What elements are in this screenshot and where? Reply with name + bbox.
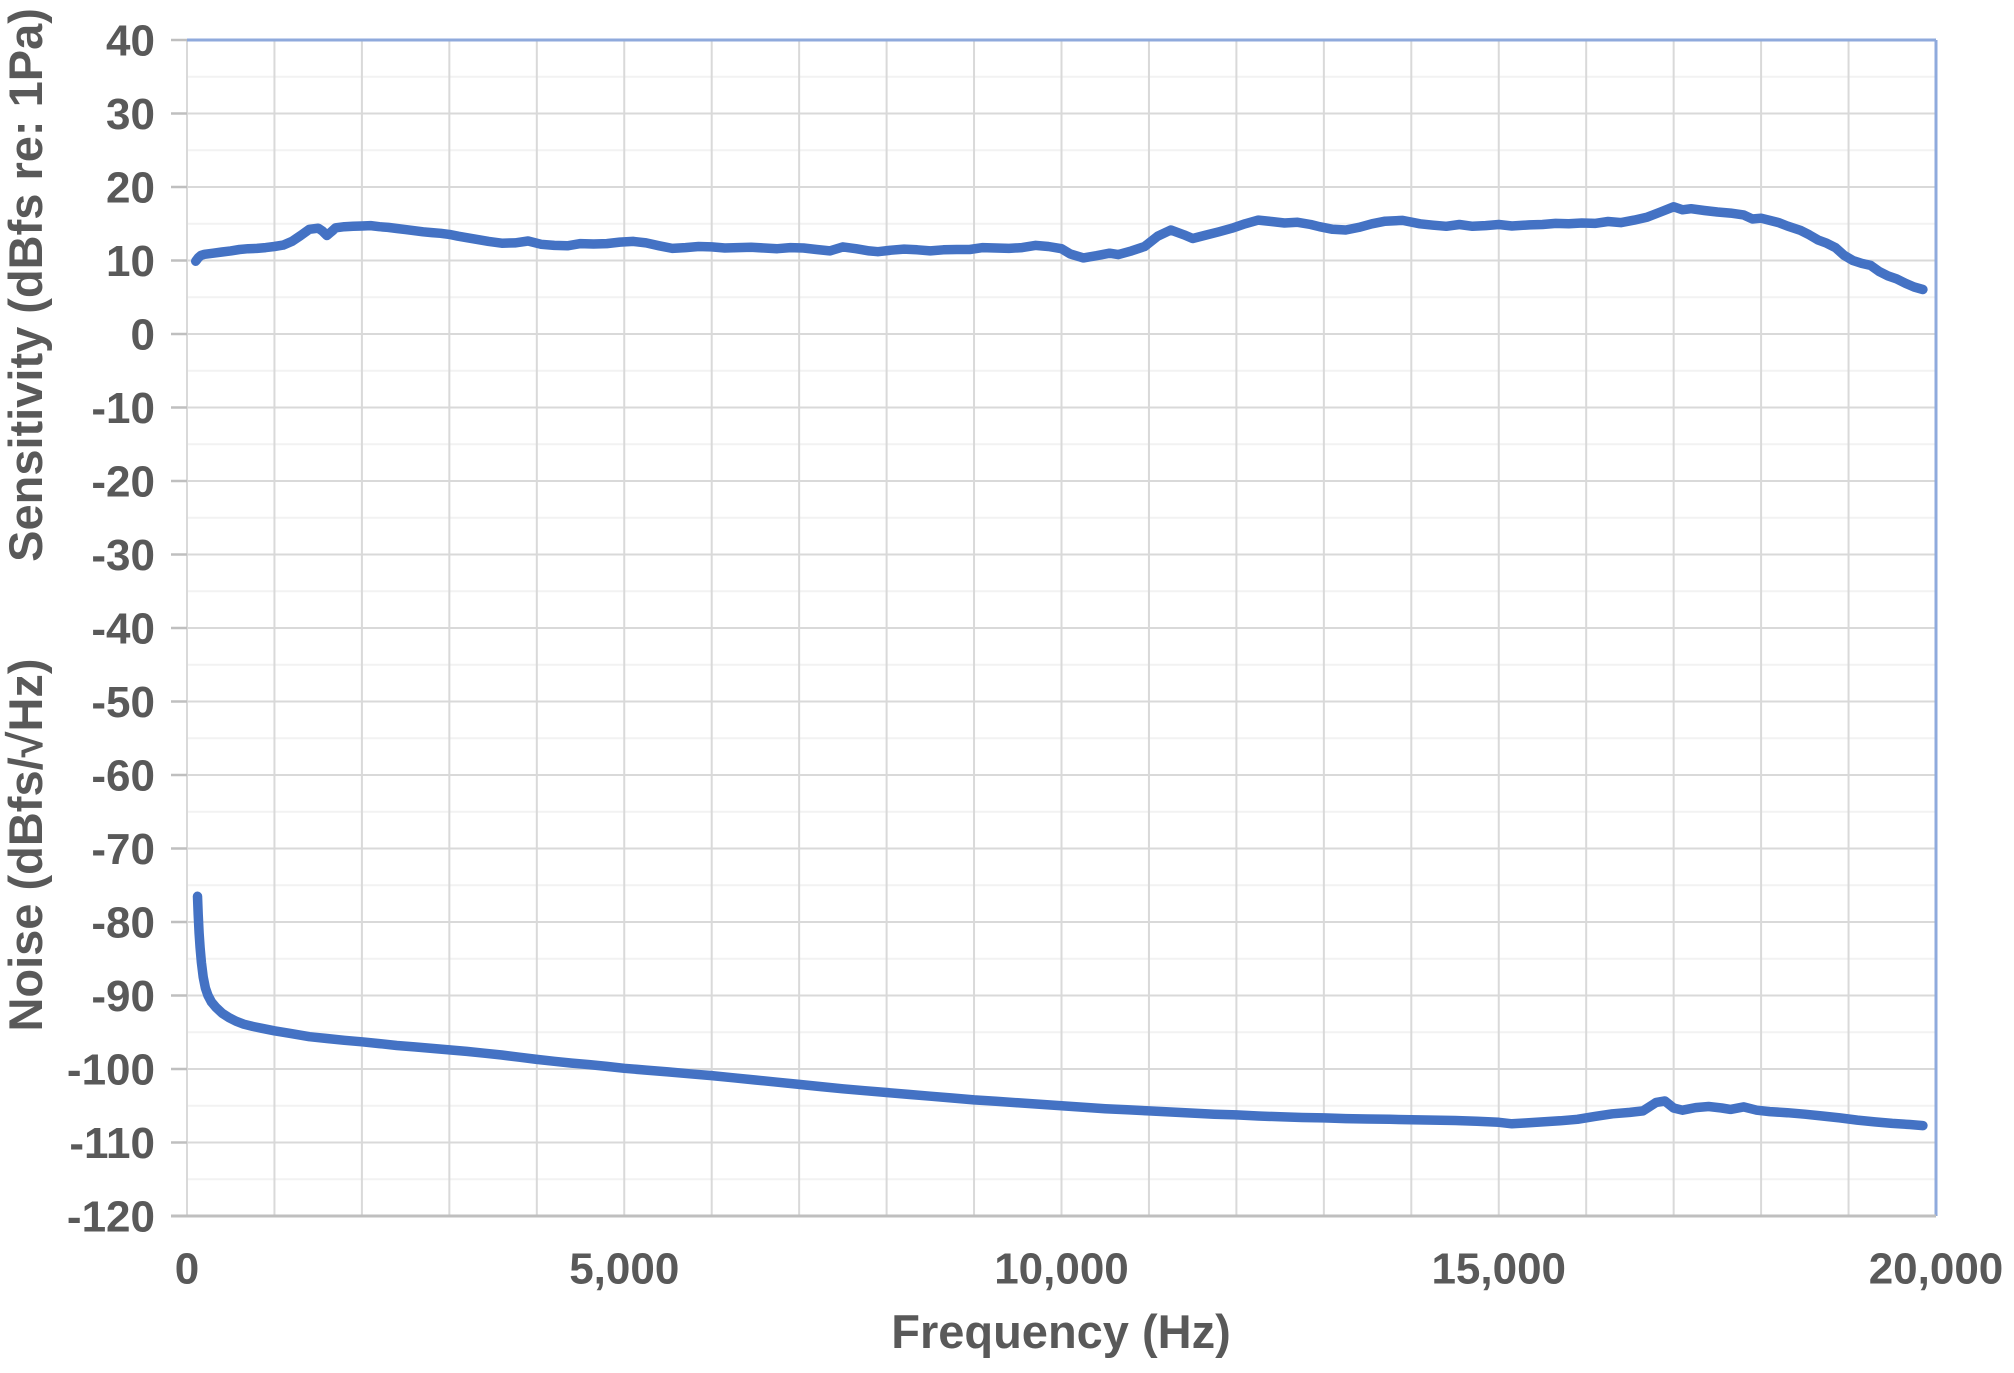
- y-tick-label: 10: [106, 237, 155, 286]
- y-axis-title-noise: Noise (dBfs/√Hz): [0, 658, 52, 1031]
- x-axis-tick-labels: 0 5,000 10,000 15,000 20,000: [175, 1244, 2004, 1293]
- y-tick-label: -120: [67, 1192, 155, 1241]
- y-tick-label: -10: [91, 384, 155, 433]
- y-tick-label: 40: [106, 16, 155, 65]
- noise-curve: [192, 891, 1928, 1131]
- sensitivity-curve: [190, 202, 1928, 295]
- x-axis-title: Frequency (Hz): [891, 1305, 1231, 1358]
- x-tick-label: 10,000: [994, 1244, 1129, 1293]
- y-tick-label: -60: [91, 751, 155, 800]
- y-tick-label: 0: [131, 310, 155, 359]
- x-tick-label: 20,000: [1869, 1244, 2004, 1293]
- y-tick-label: -80: [91, 898, 155, 947]
- plot-area-border: [171, 38, 1938, 1218]
- y-axis-tick-labels: 40 30 20 10 0 -10 -20 -30 -40 -50 -60 -70 -80 -90 -100…: [67, 16, 155, 1241]
- gridlines-vertical: [186, 40, 1850, 1216]
- y-tick-label: -50: [91, 678, 155, 727]
- y-tick-label: -20: [91, 457, 155, 506]
- y-tick-label: -30: [91, 531, 155, 580]
- y-tick-label: -70: [91, 825, 155, 874]
- x-tick-label: 15,000: [1431, 1244, 1566, 1293]
- y-tick-label: 20: [106, 163, 155, 212]
- x-tick-label: 5,000: [569, 1244, 679, 1293]
- y-tick-label: -100: [67, 1045, 155, 1094]
- y-tick-label: -90: [91, 972, 155, 1021]
- y-axis-tick-marks: [171, 38, 187, 1218]
- y-tick-label: -40: [91, 604, 155, 653]
- y-tick-label: 30: [106, 90, 155, 139]
- y-axis-title-sensitivity: Sensitivity (dBfs re: 1Pa): [0, 8, 52, 562]
- x-tick-label: 0: [175, 1244, 199, 1293]
- y-tick-label: -110: [69, 1119, 155, 1168]
